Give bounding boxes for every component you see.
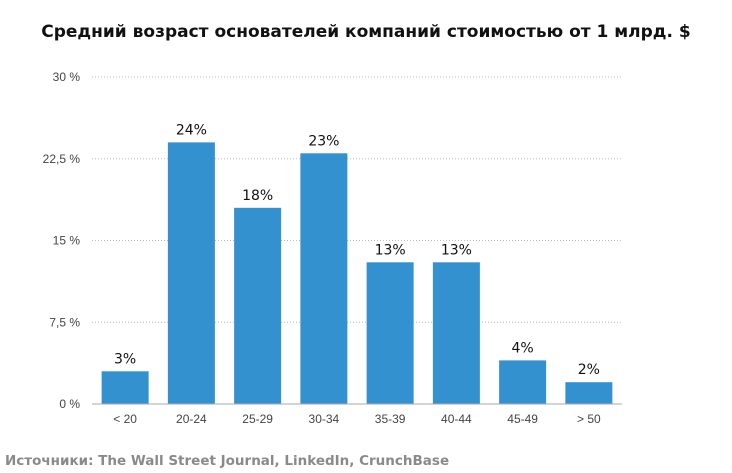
x-tick-label: < 20 bbox=[113, 412, 137, 426]
data-label: 24% bbox=[176, 122, 207, 138]
x-tick-label: > 50 bbox=[577, 412, 601, 426]
x-tick-label: 20-24 bbox=[176, 412, 207, 426]
bar bbox=[499, 360, 547, 404]
data-label: 13% bbox=[375, 242, 406, 258]
bar bbox=[101, 371, 149, 404]
chart-title: Средний возраст основателей компаний сто… bbox=[41, 22, 691, 42]
bar bbox=[167, 142, 215, 404]
y-tick-label: 7,5 % bbox=[49, 315, 80, 329]
x-tick-label: 40-44 bbox=[441, 412, 472, 426]
data-label: 2% bbox=[578, 362, 600, 378]
x-tick-label: 45-49 bbox=[507, 412, 538, 426]
bar bbox=[565, 382, 613, 404]
data-label: 4% bbox=[512, 340, 534, 356]
bar bbox=[234, 207, 282, 404]
x-tick-label: 25-29 bbox=[242, 412, 273, 426]
y-tick-label: 22,5 % bbox=[43, 152, 81, 166]
data-label: 23% bbox=[308, 133, 339, 149]
bar bbox=[300, 153, 348, 404]
y-tick-label: 30 % bbox=[53, 70, 81, 84]
y-tick-label: 0 % bbox=[59, 397, 80, 411]
bar bbox=[366, 262, 414, 404]
data-label: 3% bbox=[114, 351, 136, 367]
bar bbox=[432, 262, 480, 404]
x-tick-label: 35-39 bbox=[375, 412, 406, 426]
data-label: 18% bbox=[242, 188, 273, 204]
y-tick-label: 15 % bbox=[53, 234, 81, 248]
source-note: Источники: The Wall Street Journal, Link… bbox=[5, 453, 450, 469]
x-tick-label: 30-34 bbox=[309, 412, 340, 426]
data-label: 13% bbox=[441, 242, 472, 258]
